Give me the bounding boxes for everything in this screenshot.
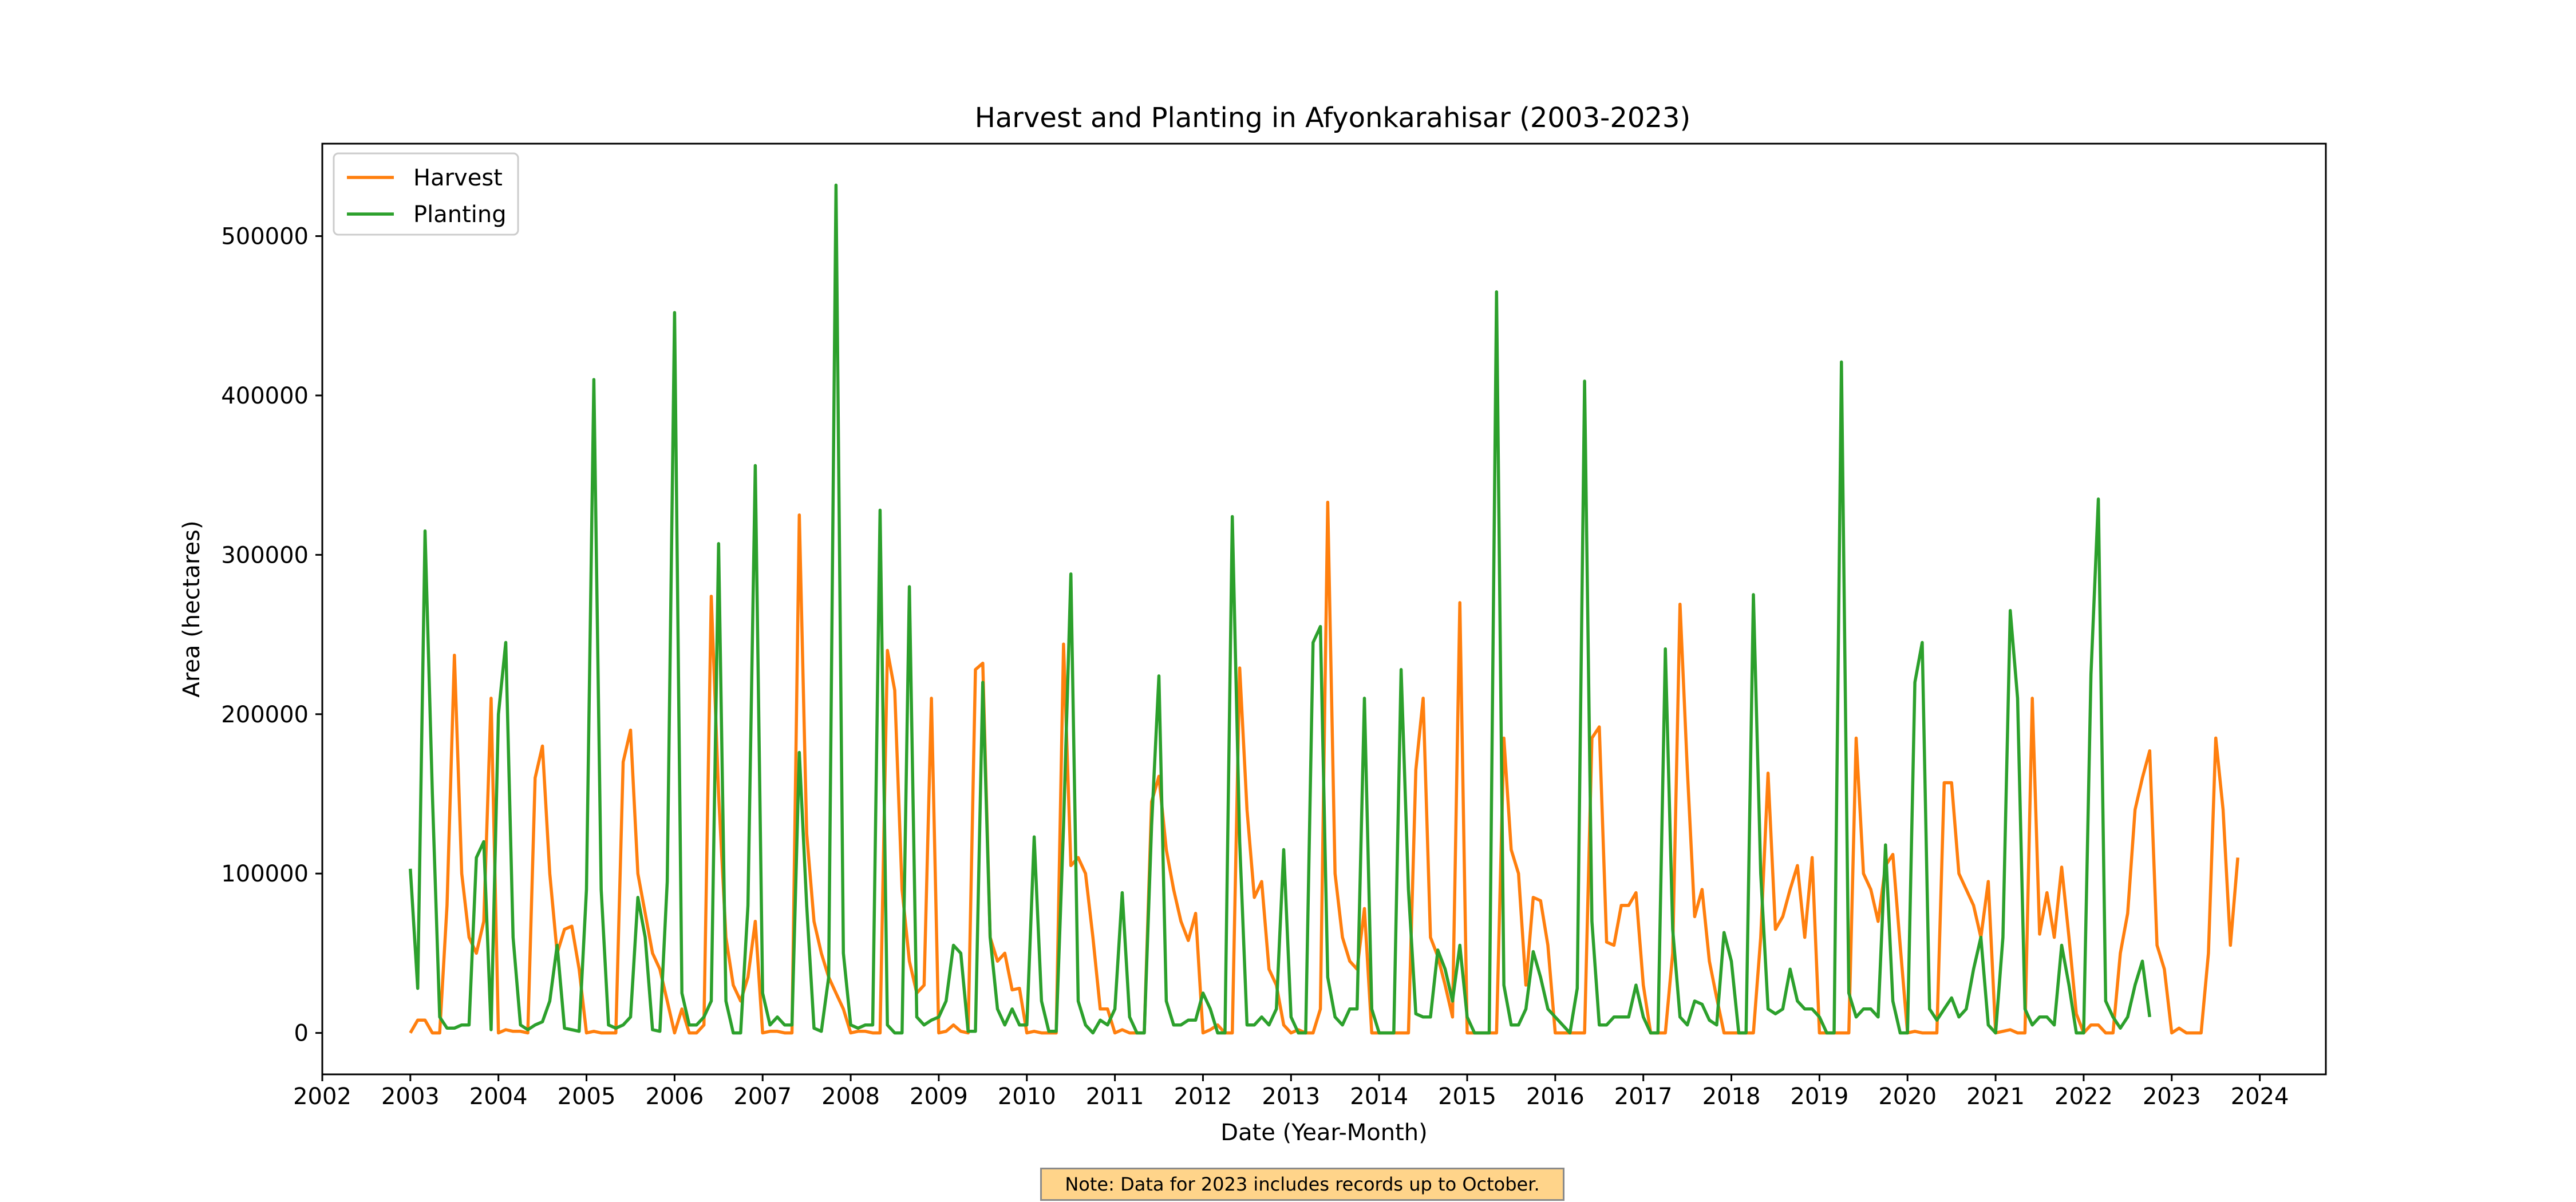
x-tick-label: 2003 bbox=[381, 1084, 440, 1110]
legend: Harvest Planting bbox=[333, 152, 519, 236]
x-tick-label: 2014 bbox=[1350, 1084, 1408, 1110]
series-layer bbox=[409, 183, 2239, 1035]
x-axis: 2002 2003 2004 2005 2006 2007 2008 2009 2010 2011… bbox=[293, 1074, 2289, 1110]
note-text: Note: Data for 2023 includes records up … bbox=[1065, 1173, 1540, 1195]
note-box: Note: Data for 2023 includes records up … bbox=[1040, 1168, 1564, 1201]
y-axis: 0 100000 200000 300000 400000 500000 bbox=[221, 223, 322, 1047]
series-line-planting bbox=[409, 183, 2152, 1035]
x-tick-label: 2007 bbox=[733, 1084, 792, 1110]
x-tick-label: 2004 bbox=[469, 1084, 528, 1110]
y-axis-label: Area (hectares) bbox=[179, 520, 205, 697]
y-tick-label: 400000 bbox=[221, 383, 309, 409]
x-tick-label: 2005 bbox=[558, 1084, 616, 1110]
x-axis-label: Date (Year-Month) bbox=[1220, 1120, 1427, 1146]
x-tick-label: 2015 bbox=[1438, 1084, 1496, 1110]
x-tick-label: 2024 bbox=[2231, 1084, 2289, 1110]
x-tick-label: 2023 bbox=[2143, 1084, 2201, 1110]
x-tick-label: 2006 bbox=[645, 1084, 704, 1110]
x-tick-label: 2002 bbox=[293, 1084, 351, 1110]
y-tick-label: 500000 bbox=[221, 223, 309, 250]
x-tick-label: 2016 bbox=[1526, 1084, 1585, 1110]
x-tick-label: 2011 bbox=[1086, 1084, 1144, 1110]
x-tick-label: 2021 bbox=[1966, 1084, 2025, 1110]
y-tick-label: 300000 bbox=[221, 542, 309, 568]
x-tick-label: 2022 bbox=[2055, 1084, 2113, 1110]
y-tick-label: 0 bbox=[294, 1021, 309, 1047]
chart-title: Harvest and Planting in Afyonkarahisar (… bbox=[975, 102, 1690, 134]
y-tick-label: 200000 bbox=[221, 702, 309, 728]
x-tick-label: 2018 bbox=[1702, 1084, 1761, 1110]
x-tick-label: 2019 bbox=[1790, 1084, 1848, 1110]
legend-label-planting: Planting bbox=[413, 201, 507, 228]
x-tick-label: 2020 bbox=[1878, 1084, 1937, 1110]
legend-label-harvest: Harvest bbox=[413, 165, 503, 191]
x-tick-label: 2017 bbox=[1614, 1084, 1673, 1110]
plot-area-frame bbox=[321, 143, 2327, 1076]
x-tick-label: 2013 bbox=[1262, 1084, 1320, 1110]
x-tick-label: 2009 bbox=[910, 1084, 968, 1110]
x-tick-label: 2008 bbox=[821, 1084, 880, 1110]
x-tick-label: 2012 bbox=[1174, 1084, 1232, 1110]
x-tick-label: 2010 bbox=[998, 1084, 1056, 1110]
y-tick-label: 100000 bbox=[221, 861, 309, 887]
